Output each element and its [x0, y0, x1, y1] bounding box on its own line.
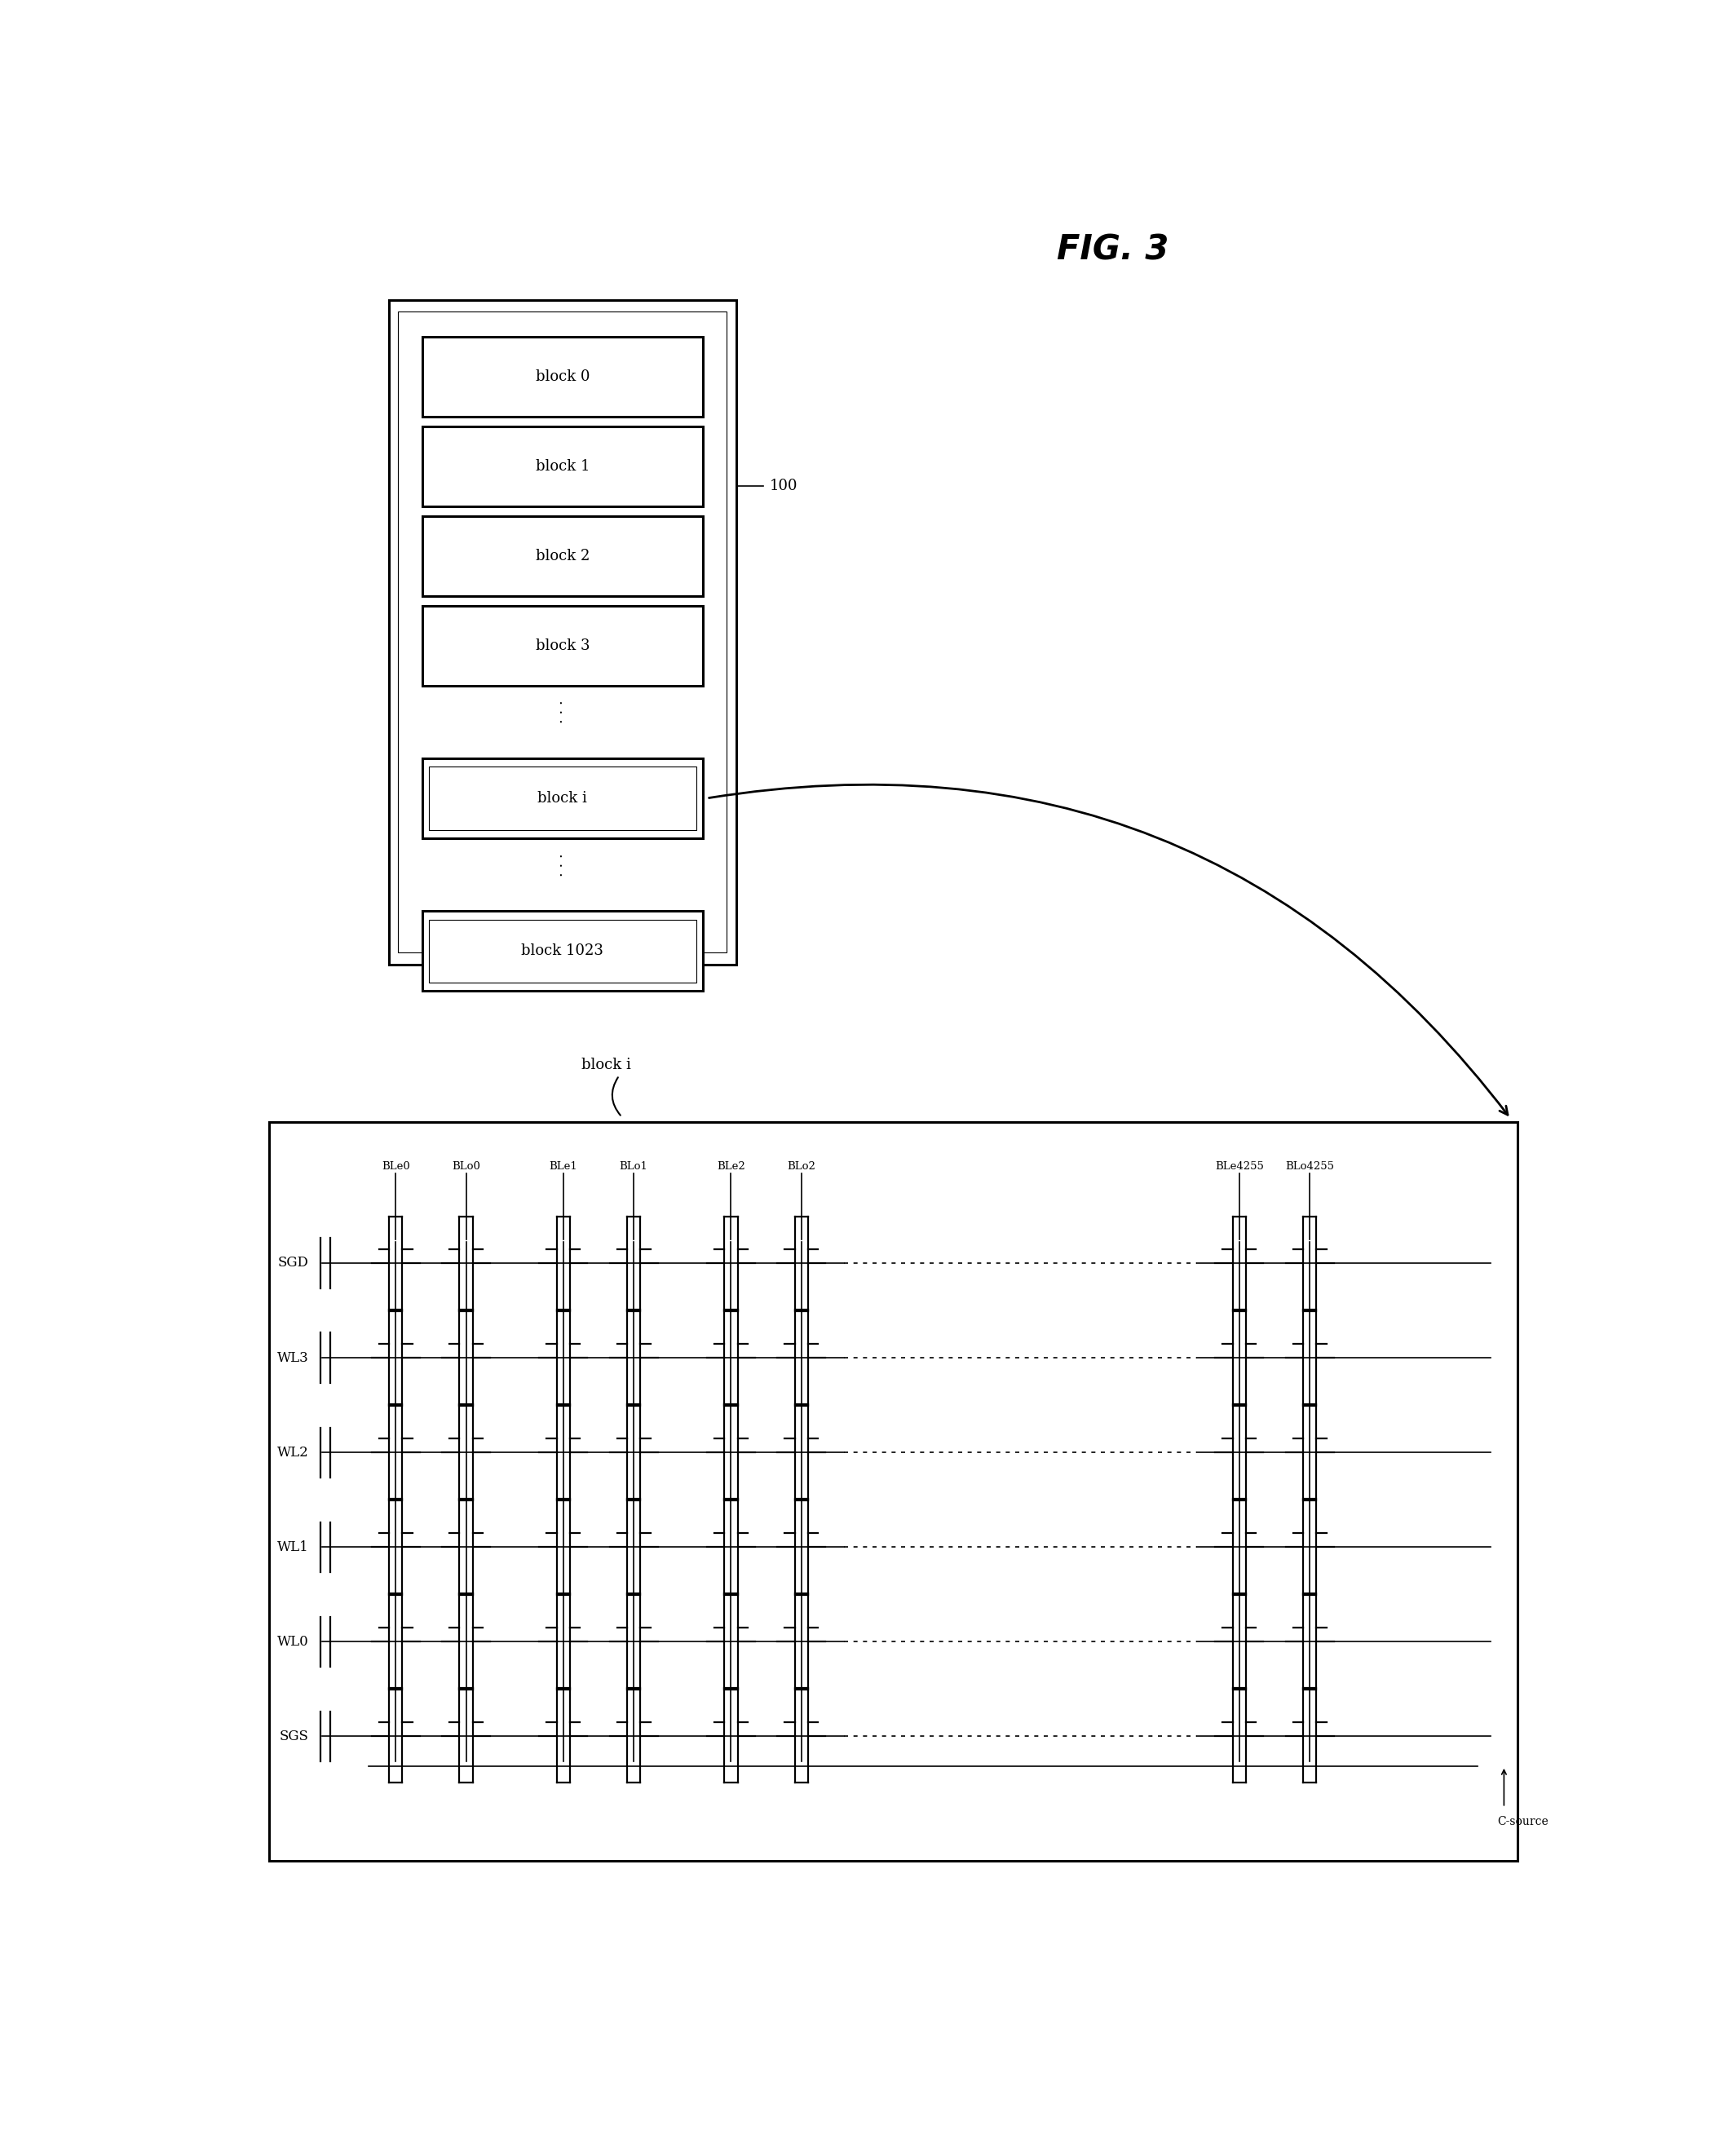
FancyArrowPatch shape	[612, 1078, 620, 1115]
Bar	[398, 313, 727, 953]
Text: WL3: WL3	[277, 1352, 308, 1365]
Bar	[422, 606, 703, 686]
Text: block 1023: block 1023	[522, 944, 603, 957]
Text: · · ·: · · ·	[555, 854, 570, 875]
Bar	[389, 300, 736, 964]
Text: block 0: block 0	[536, 369, 589, 384]
Text: C-source: C-source	[1497, 1815, 1549, 1828]
Bar	[269, 1121, 1518, 1861]
Text: BLe4255: BLe4255	[1215, 1162, 1263, 1173]
Text: BLo2: BLo2	[787, 1162, 815, 1173]
Text: WL2: WL2	[277, 1445, 308, 1460]
Text: BLe0: BLe0	[381, 1162, 410, 1173]
Text: block i: block i	[581, 1056, 631, 1072]
Text: BLo4255: BLo4255	[1285, 1162, 1334, 1173]
Bar	[422, 912, 703, 992]
Bar	[422, 336, 703, 416]
Text: · · ·: · · ·	[555, 701, 570, 724]
Text: block 3: block 3	[536, 638, 589, 653]
Text: BLo0: BLo0	[451, 1162, 481, 1173]
Bar	[422, 759, 703, 839]
Text: 100: 100	[770, 479, 798, 494]
Bar	[422, 515, 703, 595]
Text: BLo1: BLo1	[620, 1162, 648, 1173]
Text: FIG. 3: FIG. 3	[1056, 233, 1168, 267]
Text: BLe2: BLe2	[717, 1162, 744, 1173]
FancyArrowPatch shape	[708, 785, 1508, 1115]
Bar	[422, 427, 703, 507]
Text: SGD: SGD	[277, 1257, 308, 1270]
Text: WL0: WL0	[277, 1634, 308, 1649]
Text: block 2: block 2	[536, 548, 589, 563]
Text: SGS: SGS	[279, 1729, 308, 1744]
Text: BLe1: BLe1	[550, 1162, 577, 1173]
Bar	[429, 918, 696, 983]
Text: WL1: WL1	[277, 1539, 308, 1554]
Text: block 1: block 1	[536, 459, 589, 474]
Bar	[429, 768, 696, 830]
Text: block i: block i	[538, 791, 588, 806]
